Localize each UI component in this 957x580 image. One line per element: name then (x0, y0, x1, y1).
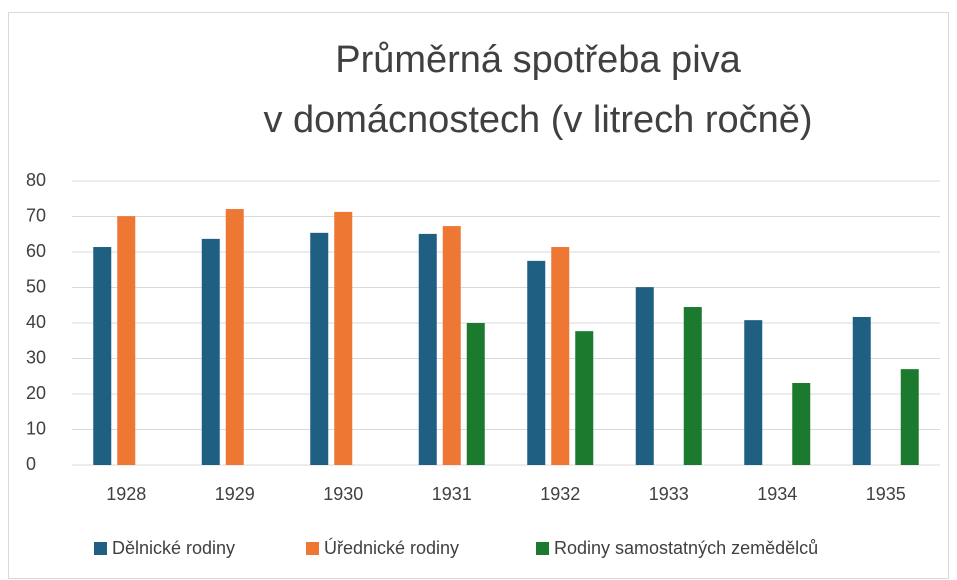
bar (442, 226, 461, 465)
bar (744, 320, 763, 465)
bar (792, 382, 811, 465)
legend-label: Úřednické rodiny (324, 537, 459, 558)
x-tick-label: 1931 (432, 484, 472, 504)
y-tick-label: 0 (26, 454, 36, 474)
bar (527, 260, 546, 465)
bar (310, 232, 329, 465)
bar (201, 238, 220, 465)
bar (900, 369, 919, 465)
y-tick-label: 30 (26, 347, 46, 367)
bar (635, 287, 654, 465)
x-tick-label: 1930 (323, 484, 363, 504)
bar (418, 233, 437, 465)
bar (466, 323, 485, 465)
x-tick-label: 1933 (649, 484, 689, 504)
x-tick-label: 1932 (540, 484, 580, 504)
legend-swatch (536, 542, 549, 555)
legend-label: Rodiny samostatných zemědělců (554, 538, 818, 558)
bar (225, 209, 244, 465)
x-tick-label: 1928 (106, 484, 146, 504)
chart-title: Průměrná spotřeba piva (335, 39, 741, 81)
y-tick-label: 20 (26, 383, 46, 403)
bar (683, 307, 702, 465)
y-tick-label: 10 (26, 418, 46, 438)
x-tick-label: 1929 (215, 484, 255, 504)
y-tick-label: 50 (26, 276, 46, 296)
legend-swatch (306, 542, 319, 555)
chart-border (8, 12, 949, 579)
bar (93, 247, 112, 465)
bar (117, 216, 136, 465)
bar (575, 331, 594, 465)
x-tick-label: 1935 (866, 484, 906, 504)
chart-title: v domácnostech (v litrech ročně) (263, 99, 812, 141)
bar (852, 316, 871, 465)
bar (334, 211, 353, 465)
x-tick-label: 1934 (757, 484, 797, 504)
y-tick-label: 60 (26, 241, 46, 261)
y-tick-label: 40 (26, 312, 46, 332)
bar (551, 247, 570, 465)
legend-swatch (94, 542, 107, 555)
legend-label: Dělnické rodiny (112, 538, 235, 558)
y-tick-label: 70 (26, 205, 46, 225)
y-tick-label: 80 (26, 170, 46, 190)
